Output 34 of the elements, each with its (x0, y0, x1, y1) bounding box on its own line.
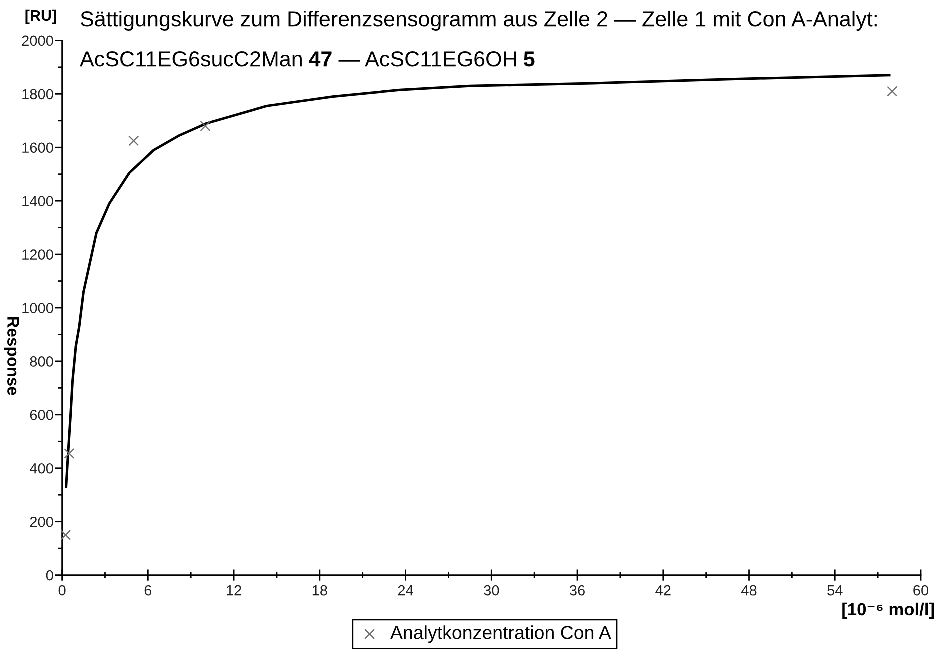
x-tick-label: 30 (484, 585, 500, 596)
y-tick-label: 200 (30, 516, 54, 528)
y-tick-label: 2000 (22, 36, 54, 46)
y-tick-label: 1000 (22, 303, 54, 314)
x-tick-label: 6 (144, 585, 152, 596)
x-tick-label: 0 (58, 585, 66, 596)
x-tick-label: 12 (227, 585, 242, 596)
y-tick-label: 1600 (22, 142, 54, 154)
y-tick-label: 600 (30, 410, 54, 420)
x-tick-label: 18 (312, 585, 328, 596)
point (128, 136, 140, 146)
x-tick-label: 42 (656, 585, 671, 596)
line-series (65, 74, 891, 488)
legend-label: Analytkonzentration Con A (390, 626, 612, 644)
x-tick-label: 24 (398, 585, 414, 596)
y-axis-title: Response (4, 317, 20, 396)
point (887, 86, 898, 97)
chart-subtitle: AcSC11EG6sucC2Man 47 — AcSC11EG6OH 5 (80, 52, 535, 67)
x-tick-label: 54 (828, 586, 843, 596)
x-axis-title: [10⁻⁶ mol/l] (842, 602, 934, 620)
x-tick-label: 36 (570, 585, 585, 596)
y-tick-label: 1200 (22, 250, 54, 260)
chart-title: Sättigungskurve zum Differenzsensogramm aus Zelle 2 — Zelle 1 mit Con A-Analyt: (80, 10, 877, 32)
y-tick-label: 400 (30, 463, 54, 474)
y-tick-label: 1800 (22, 89, 54, 100)
y-tick-label: 0 (46, 570, 54, 581)
y-tick-label: 800 (30, 356, 54, 367)
text: [RU] (26, 10, 56, 24)
x-tick-label: 48 (741, 585, 757, 596)
point (64, 448, 75, 459)
x-tick-label: 60 (914, 585, 929, 596)
point (60, 530, 72, 540)
point (200, 120, 211, 132)
y-tick-label: 1400 (22, 196, 54, 207)
